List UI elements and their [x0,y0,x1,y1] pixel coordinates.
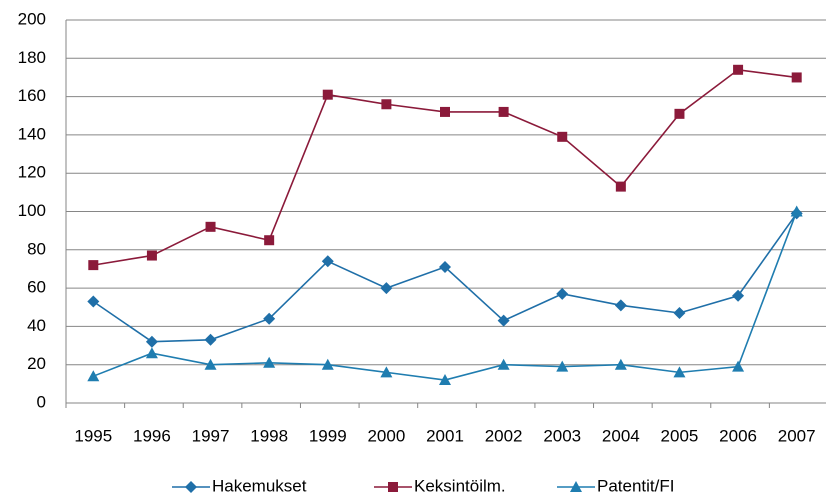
x-tick-label: 2006 [719,426,757,445]
point [380,366,393,378]
point [439,374,451,386]
point [204,358,217,370]
legend-marker [570,481,582,492]
x-tick-label: 2007 [778,426,816,445]
legend-marker [388,482,398,492]
x-tick-label: 2000 [367,426,405,445]
y-tick-label: 140 [18,124,46,143]
point [87,295,100,308]
series-line [93,211,798,381]
point [145,347,158,359]
point [145,335,158,348]
y-tick-label: 80 [27,239,46,258]
point [440,106,450,117]
x-tick-label: 2001 [426,426,464,445]
point [88,260,99,271]
point [497,358,510,370]
x-tick-label: 2003 [543,426,581,445]
point [674,108,685,119]
y-tick-label: 120 [18,163,46,182]
point [205,221,216,232]
x-tick-label: 1995 [74,426,112,445]
y-tick-label: 160 [18,86,46,105]
y-tick-label: 40 [27,316,46,335]
point [733,64,744,75]
point [790,205,803,217]
point [498,106,509,117]
point [615,181,626,192]
point [204,333,217,346]
point [263,312,276,325]
point [263,356,276,368]
y-tick-label: 20 [27,354,46,373]
point [146,250,157,261]
x-tick-label: 1996 [133,426,171,445]
y-tick-label: 0 [37,392,46,411]
point [791,72,802,83]
y-tick-label: 200 [18,9,46,28]
legend-label: Hakemukset [212,476,307,495]
point [87,370,100,382]
point [380,282,393,295]
point [614,299,627,312]
point [322,89,333,100]
point [732,360,745,372]
y-tick-label: 180 [18,48,46,67]
x-tick-label: 1999 [309,426,347,445]
point [321,358,334,370]
x-tick-label: 2005 [661,426,699,445]
x-tick-label: 1997 [192,426,230,445]
point [557,131,568,142]
legend-label: Patentit/FI [597,476,674,495]
point [614,358,627,370]
point [556,360,569,372]
point [381,99,392,110]
point [264,235,275,246]
x-tick-label: 2002 [485,426,523,445]
point [673,366,686,378]
point [732,289,745,302]
legend-marker [185,481,197,493]
point [556,287,569,300]
series-line [93,68,797,266]
legend-label: Keksintöilm. [414,476,506,495]
point [497,314,510,327]
y-tick-label: 100 [18,201,46,220]
point [321,255,334,268]
point [439,261,451,274]
y-tick-label: 60 [27,278,46,297]
point [673,306,686,319]
x-tick-label: 1998 [250,426,288,445]
x-tick-label: 2004 [602,426,640,445]
